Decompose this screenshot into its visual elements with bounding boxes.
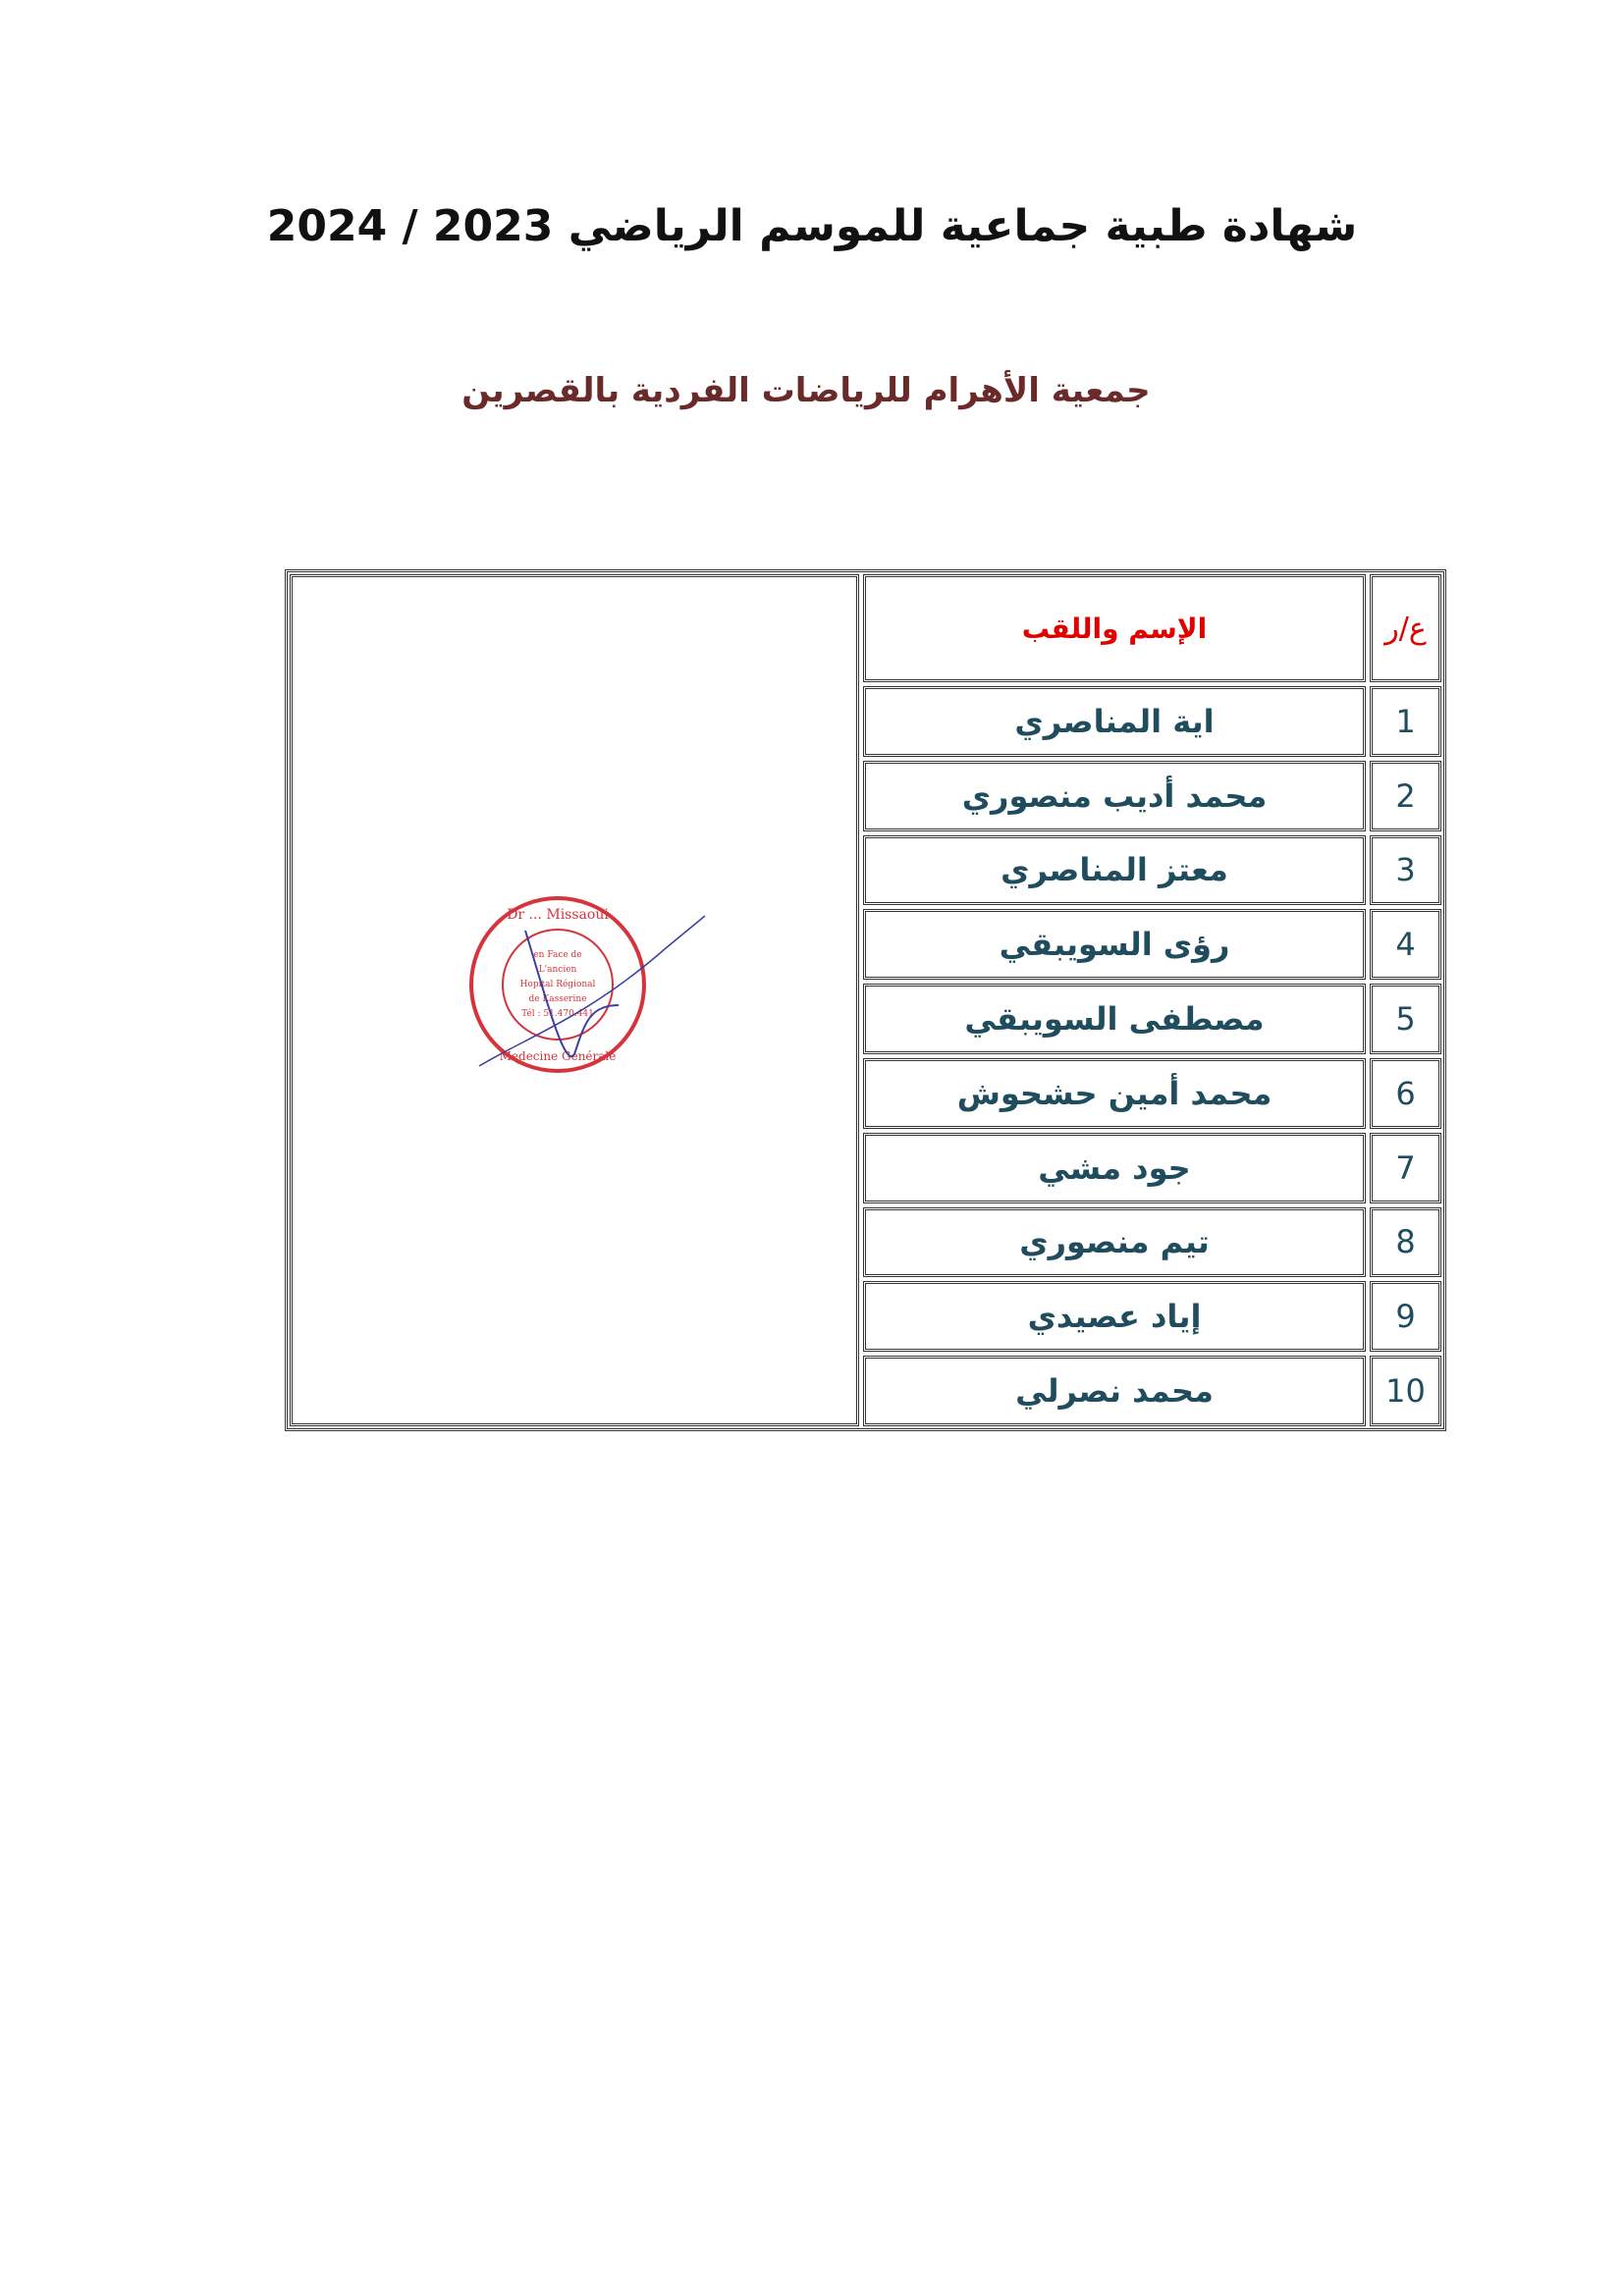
athlete-name: إياد عصيدي <box>863 1281 1366 1353</box>
athlete-name: تيم منصوري <box>863 1206 1366 1278</box>
document-title: شهادة طبية جماعية للموسم الرياضي 2023 / … <box>266 201 1358 251</box>
athlete-name: محمد نصرلي <box>863 1356 1366 1426</box>
row-number: 1 <box>1370 686 1441 757</box>
athlete-name: معتز المناصري <box>863 834 1366 906</box>
stamp-inner-line: Tél : 51.470.441 <box>521 1008 594 1019</box>
stamp-signature-cell: Dr ... Missaoui Medecine Générale en Fac… <box>290 574 859 1426</box>
row-number: 10 <box>1370 1356 1441 1426</box>
row-number: 2 <box>1370 760 1441 831</box>
header-name: الإسم واللقب <box>863 574 1366 682</box>
doctor-stamp-icon: Dr ... Missaoui Medecine Générale en Fac… <box>469 896 706 1073</box>
row-number: 6 <box>1370 1058 1441 1129</box>
stamp-inner-line: de Kasserine <box>529 994 587 1004</box>
athlete-name: محمد أديب منصوري <box>863 760 1366 831</box>
club-name: جمعية الأهرام للرياضات الفردية بالقصرين <box>461 371 1151 410</box>
header-number: ع/ر <box>1370 574 1441 682</box>
athlete-name: جود مشي <box>863 1132 1366 1203</box>
stamp-top-text: Dr ... Missaoui <box>507 907 609 923</box>
row-number: 4 <box>1370 909 1441 981</box>
athlete-name: مصطفى السويبقي <box>863 984 1366 1054</box>
row-number: 9 <box>1370 1281 1441 1353</box>
row-number: 8 <box>1370 1206 1441 1278</box>
stamp-bottom-text: Medecine Générale <box>500 1049 617 1063</box>
athlete-name: رؤى السويبقي <box>863 909 1366 981</box>
athlete-name: محمد أمين حشحوش <box>863 1058 1366 1129</box>
row-number: 3 <box>1370 834 1441 906</box>
athlete-name: اية المناصري <box>863 686 1366 757</box>
stamp-inner-line: en Face de <box>533 950 581 960</box>
athletes-table: Dr ... Missaoui Medecine Générale en Fac… <box>285 569 1446 1431</box>
stamp-inner-line: Hopital Régional <box>520 979 596 989</box>
row-number: 7 <box>1370 1132 1441 1203</box>
row-number: 5 <box>1370 984 1441 1054</box>
stamp-inner-line: L'ancien <box>539 965 577 975</box>
